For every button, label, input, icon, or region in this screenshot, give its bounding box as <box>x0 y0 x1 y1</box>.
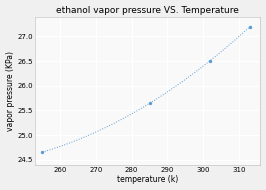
Point <box>40 151 44 154</box>
Title: ethanol vapor pressure VS. Temperature: ethanol vapor pressure VS. Temperature <box>56 6 239 15</box>
X-axis label: temperature (k): temperature (k) <box>117 175 178 184</box>
Point <box>147 101 152 105</box>
Y-axis label: vapor pressure (KPa): vapor pressure (KPa) <box>6 51 15 131</box>
Point <box>208 59 213 63</box>
Point <box>248 25 252 28</box>
